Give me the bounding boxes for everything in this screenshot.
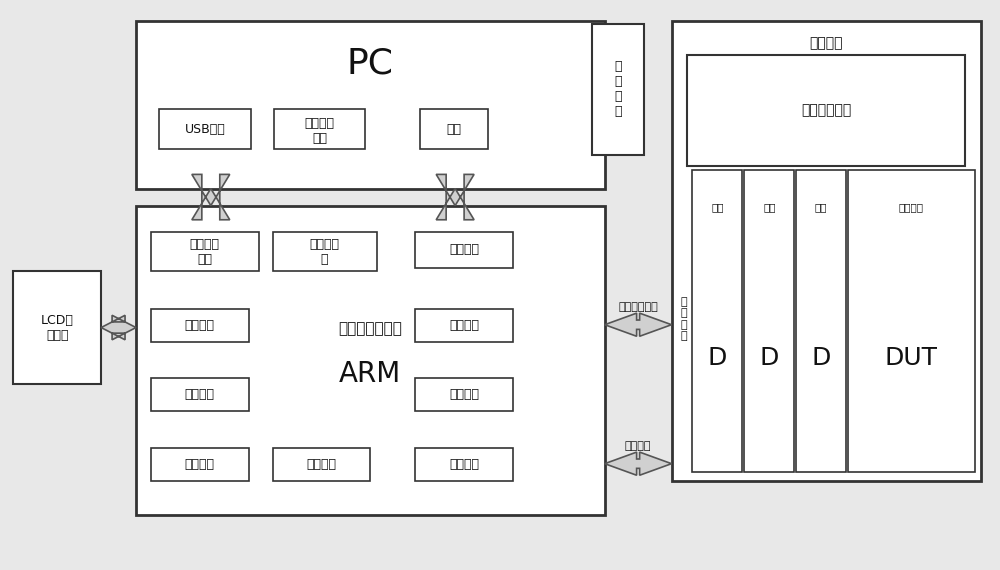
Text: 插入检测: 插入检测 — [449, 388, 479, 401]
Bar — [415, 232, 513, 268]
Text: USB接口: USB接口 — [184, 123, 225, 136]
Text: 电源控制: 电源控制 — [185, 458, 215, 471]
Bar — [692, 170, 742, 472]
Text: 温
箱
协
议: 温 箱 协 议 — [614, 60, 621, 119]
Text: D: D — [760, 345, 779, 369]
Text: 灵敏度曲
线图: 灵敏度曲 线图 — [305, 117, 335, 145]
Text: 高低温箱: 高低温箱 — [809, 36, 843, 50]
Bar — [151, 378, 249, 411]
Text: 温箱控制接口: 温箱控制接口 — [618, 302, 658, 312]
Polygon shape — [192, 174, 230, 220]
Text: 被测: 被测 — [763, 202, 776, 212]
Polygon shape — [605, 313, 672, 336]
Polygon shape — [101, 315, 136, 340]
Bar — [13, 271, 101, 384]
Text: 数据存储: 数据存储 — [306, 458, 336, 471]
Bar — [151, 309, 249, 342]
Bar — [672, 21, 981, 481]
Text: DUT: DUT — [885, 345, 938, 369]
Text: 数据接口: 数据接口 — [625, 441, 651, 450]
Text: 接
口
选
择: 接 口 选 择 — [680, 296, 687, 341]
Text: 终端控制: 终端控制 — [185, 319, 215, 332]
Bar — [136, 21, 605, 189]
Bar — [273, 448, 370, 481]
Bar — [151, 448, 249, 481]
Bar — [687, 55, 965, 166]
Bar — [848, 170, 975, 472]
Text: 按键处理: 按键处理 — [449, 319, 479, 332]
Text: 被测: 被测 — [815, 202, 827, 212]
Text: 被测: 被测 — [711, 202, 724, 212]
Text: 被测芯片: 被测芯片 — [899, 202, 924, 212]
Bar — [744, 170, 794, 472]
Text: 固件升级: 固件升级 — [449, 243, 479, 256]
Bar — [415, 309, 513, 342]
Text: 通信控制
模块: 通信控制 模块 — [190, 238, 220, 266]
Text: 触控按键面板: 触控按键面板 — [801, 104, 851, 117]
Bar — [159, 109, 251, 149]
Polygon shape — [605, 452, 672, 475]
Text: D: D — [708, 345, 727, 369]
Bar — [796, 170, 846, 472]
Text: 嵌入式微处理器: 嵌入式微处理器 — [338, 321, 402, 336]
Bar — [592, 24, 644, 154]
Text: 串口: 串口 — [447, 123, 462, 136]
Polygon shape — [436, 174, 474, 220]
Bar — [274, 109, 365, 149]
Text: 数据处理: 数据处理 — [185, 388, 215, 401]
Bar — [420, 109, 488, 149]
Text: ARM: ARM — [339, 360, 401, 388]
Text: 分析对比: 分析对比 — [449, 458, 479, 471]
Bar — [415, 378, 513, 411]
Text: D: D — [811, 345, 831, 369]
Bar — [273, 232, 377, 271]
Text: LCD液
晶显示: LCD液 晶显示 — [41, 314, 74, 341]
Bar — [151, 232, 259, 271]
Text: PC: PC — [347, 47, 394, 81]
Bar — [136, 206, 605, 515]
Bar — [415, 448, 513, 481]
Text: 寄存器配
置: 寄存器配 置 — [309, 238, 339, 266]
